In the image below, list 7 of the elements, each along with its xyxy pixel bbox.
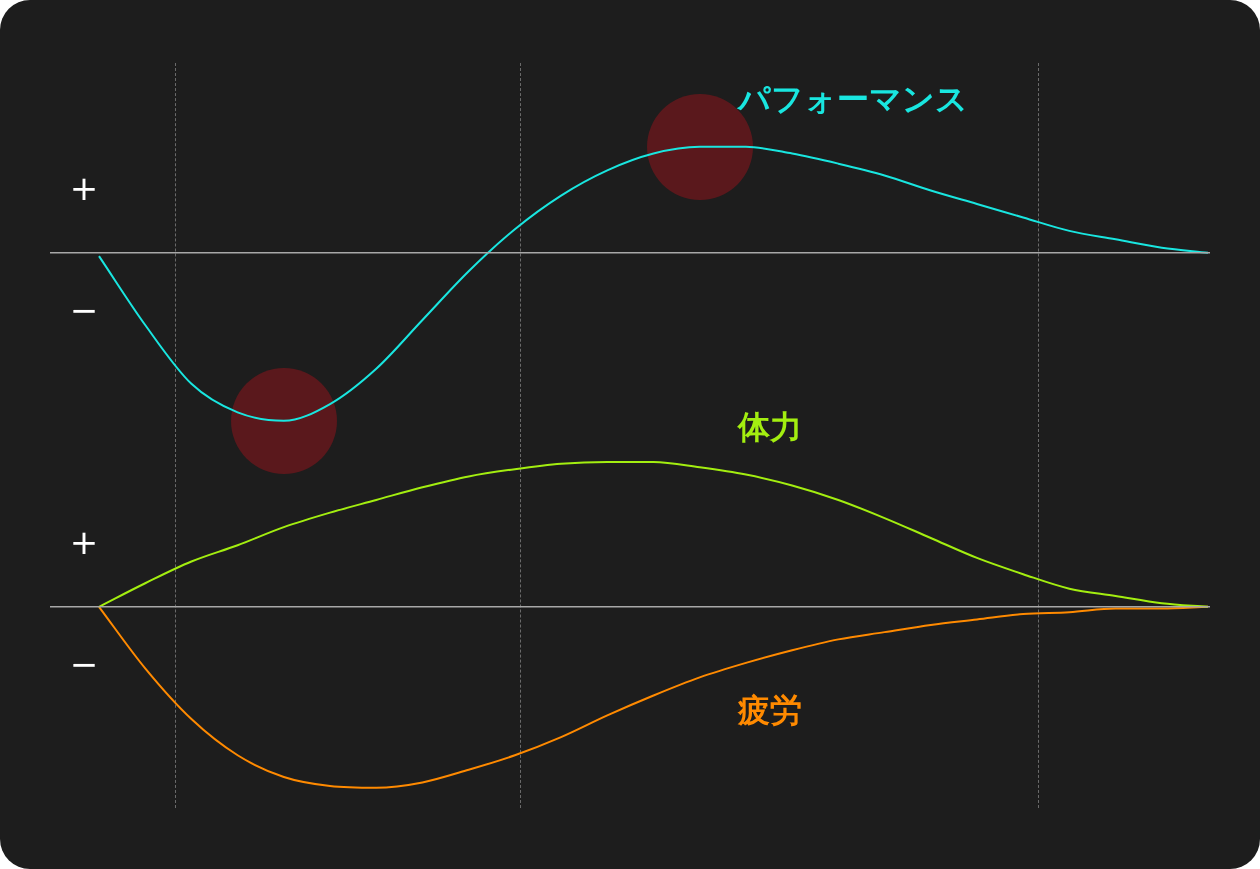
series-label: 疲労	[736, 691, 802, 730]
annotation: +	[69, 167, 99, 208]
series-label: パフォーマンス	[735, 80, 968, 119]
annotation: −	[69, 289, 99, 330]
annotation: +	[69, 521, 99, 562]
annotation: −	[69, 643, 99, 684]
series-label: 体力	[736, 407, 802, 446]
